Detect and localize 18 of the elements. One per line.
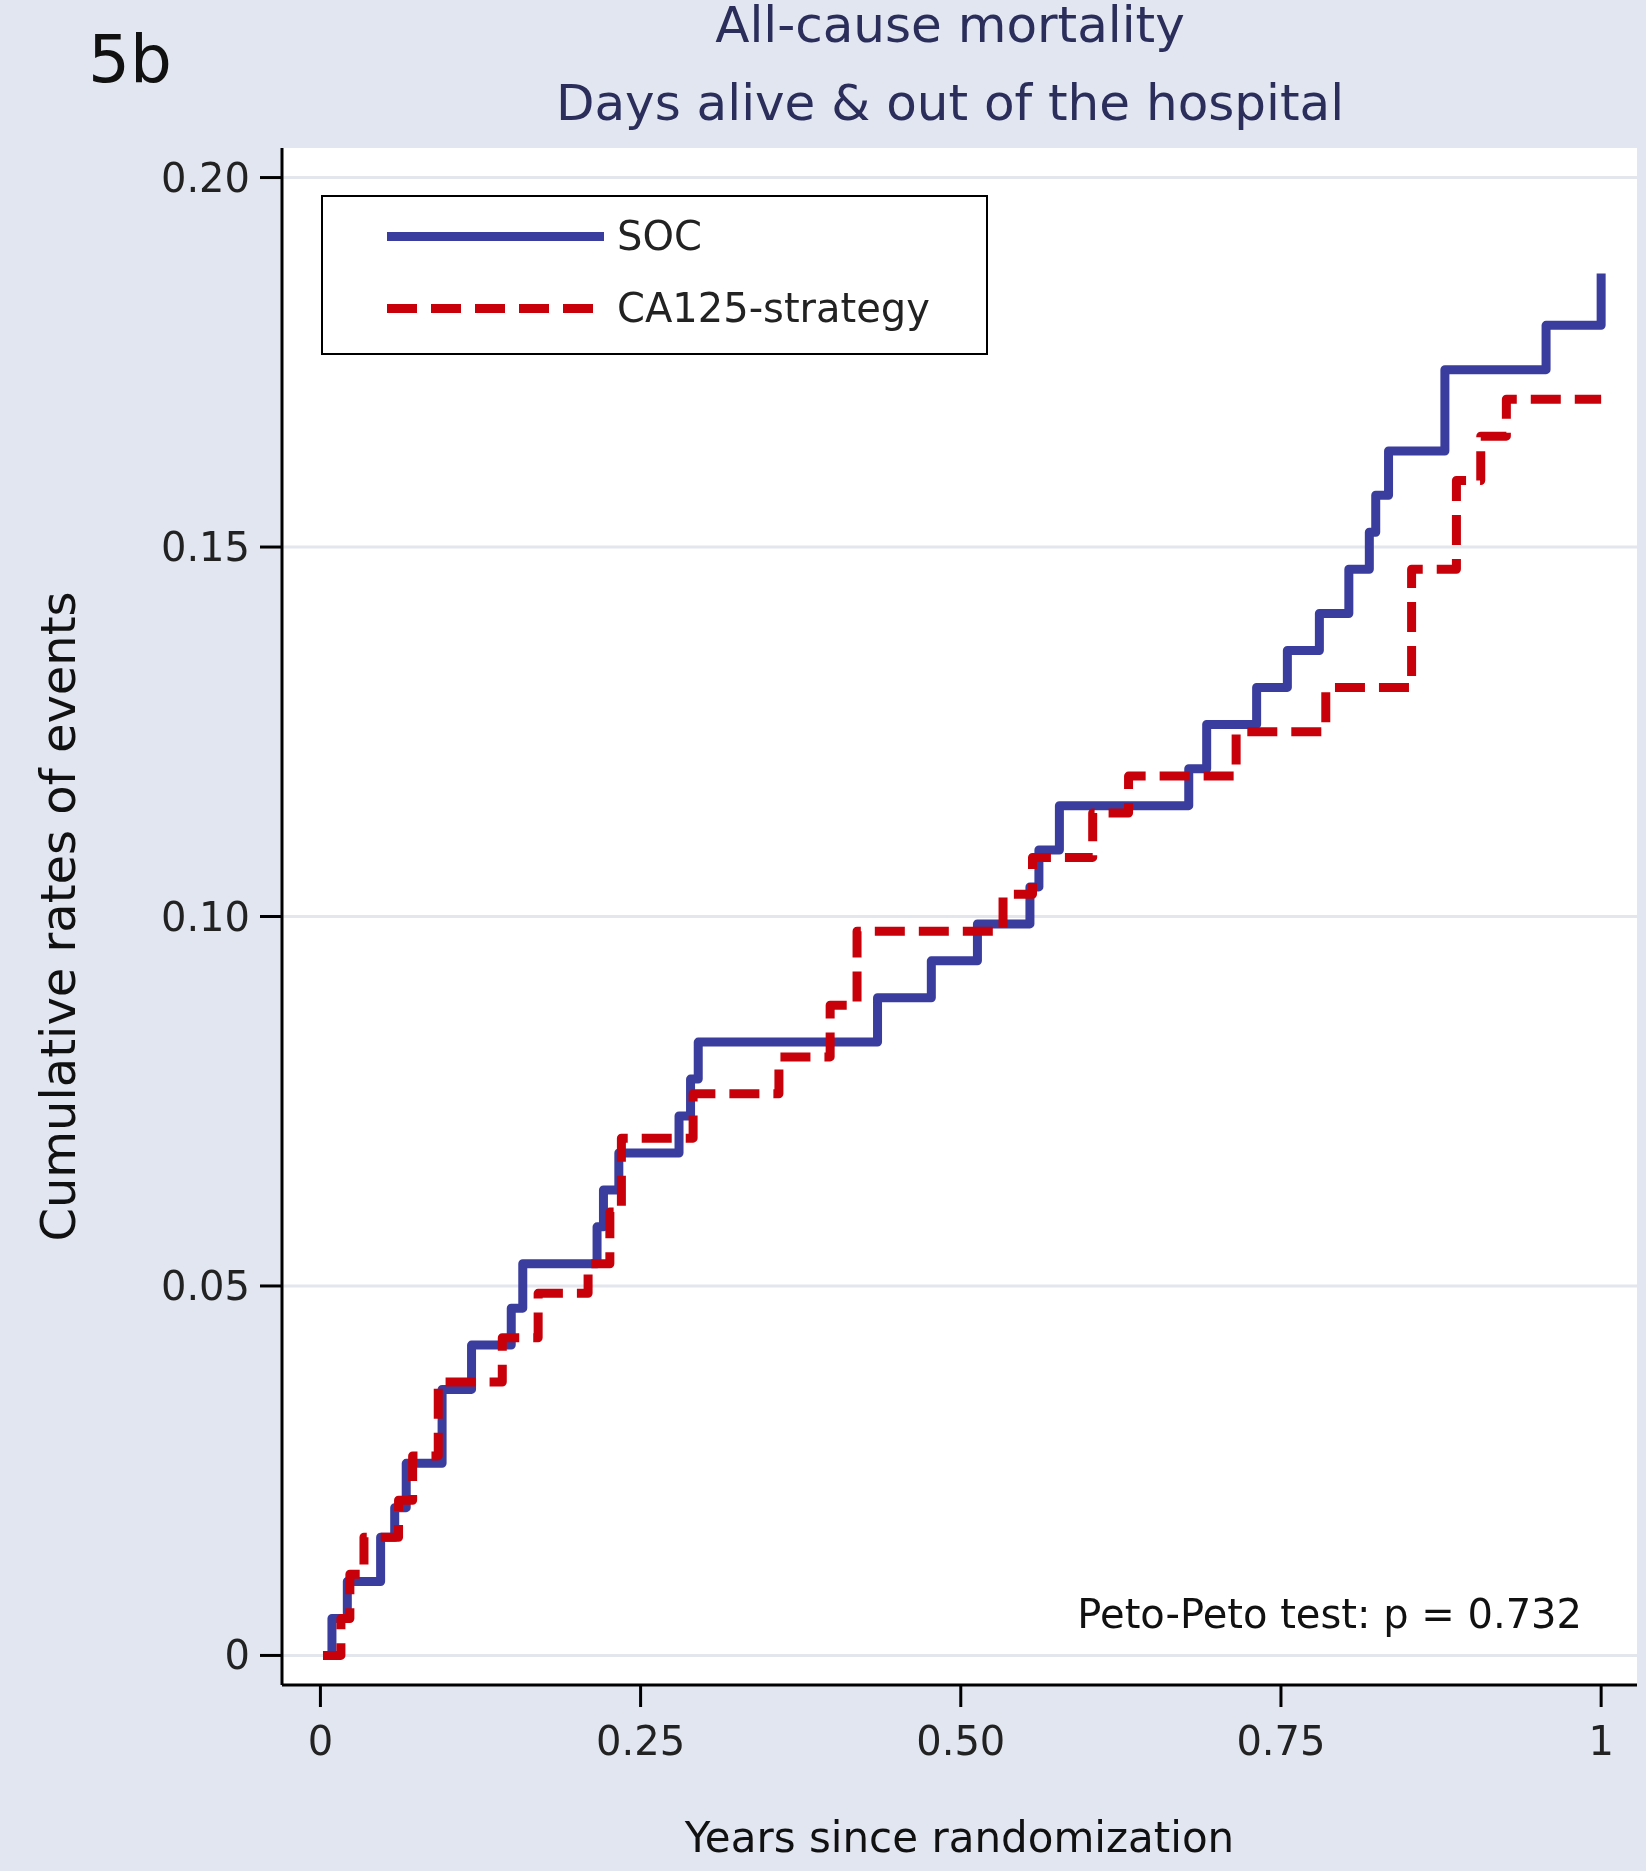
chart-title: All-cause mortality (715, 0, 1185, 54)
chart-subtitle: Days alive & out of the hospital (555, 74, 1345, 132)
y-axis-title: Cumulative rates of events (30, 591, 86, 1242)
text: 5b (88, 21, 172, 98)
y-tick-label: 0.15 (160, 524, 250, 571)
legend-label: CA125-strategy (617, 285, 930, 331)
y-tick-label: 0.10 (160, 893, 250, 940)
x-tick-label: 0.25 (596, 1718, 686, 1764)
annotation: Peto-Peto test: p = 0.732 (1077, 1591, 1582, 1637)
y-tick-label: 0.05 (160, 1262, 250, 1309)
x-tick-label: 0.50 (916, 1718, 1006, 1764)
y-tick-label: 0.20 (160, 154, 250, 201)
x-axis-title: Years since randomization (683, 1813, 1235, 1862)
legend-label: SOC (617, 213, 702, 259)
x-tick-label: 0 (307, 1718, 334, 1764)
y-tick-label: 0 (224, 1632, 250, 1679)
x-tick-label: 0.75 (1236, 1718, 1326, 1764)
x-tick-label: 1 (1588, 1718, 1614, 1764)
